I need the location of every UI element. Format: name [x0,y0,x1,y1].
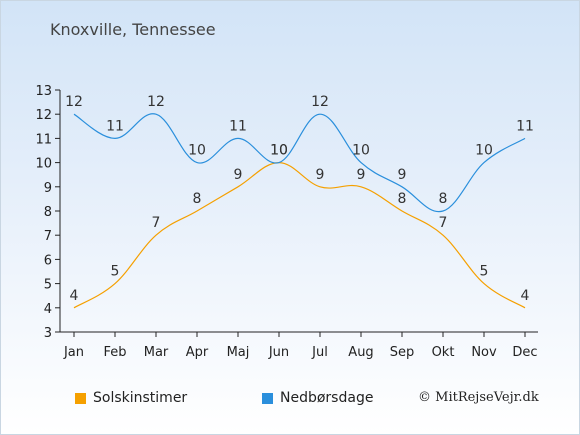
y-tick-label-7: 7 [44,229,52,244]
x-tick-label-mar: Mar [144,345,169,360]
data-label-rain-apr: 10 [188,143,206,159]
y-tick-label-10: 10 [35,157,52,172]
data-label-rain-mar: 12 [147,94,165,110]
x-tick-label-jun: Jun [268,345,289,360]
y-tick-label-13: 13 [35,84,52,99]
data-label-sun-apr: 8 [193,191,202,207]
legend-label-rain: Nedbørsdage [280,390,374,406]
y-tick-label-3: 3 [44,326,52,341]
y-tick-label-6: 6 [44,253,52,268]
copyright: © MitRejseVejr.dk [418,390,539,405]
x-tick-label-feb: Feb [103,345,126,360]
data-label-rain-feb: 11 [106,118,124,134]
data-label-sun-jan: 4 [70,288,79,304]
x-tick-label-apr: Apr [186,345,209,360]
x-tick-label-jan: Jan [63,345,84,360]
legend-swatch-sun [75,392,86,404]
data-label-rain-sep: 9 [398,167,407,183]
series-line-rain [73,113,526,213]
data-label-sun-mar: 7 [152,215,161,231]
data-label-rain-maj: 11 [229,118,247,134]
y-tick-label-11: 11 [35,132,52,147]
y-tick-label-4: 4 [44,302,52,317]
data-label-rain-aug: 10 [352,143,370,159]
series-line-sun [73,161,526,309]
y-tick-label-8: 8 [44,205,52,220]
data-label-sun-jul: 9 [316,167,325,183]
legend-item-sun: Solskinstimer [75,390,187,406]
x-tick-label-maj: Maj [227,345,250,360]
data-label-rain-dec: 11 [516,118,534,134]
data-label-sun-feb: 5 [111,264,120,280]
y-tick-label-12: 12 [35,108,52,123]
data-label-rain-jan: 12 [65,94,83,110]
y-tick-label-9: 9 [44,181,52,196]
data-label-sun-jun: 10 [270,143,288,159]
x-tick-label-jul: Jul [311,345,328,360]
x-tick-label-okt: Okt [432,345,455,360]
x-tick-label-sep: Sep [390,345,415,360]
data-label-rain-nov: 10 [475,143,493,159]
data-label-rain-jul: 12 [311,94,329,110]
data-label-sun-okt: 7 [439,215,448,231]
x-tick-label-nov: Nov [471,345,497,360]
data-label-rain-okt: 8 [439,191,448,207]
y-tick-label-5: 5 [44,278,52,293]
data-label-sun-maj: 9 [234,167,243,183]
data-label-sun-aug: 9 [357,167,366,183]
legend-label-sun: Solskinstimer [93,390,188,406]
data-label-sun-dec: 4 [521,288,530,304]
x-tick-label-dec: Dec [512,345,537,360]
data-label-sun-sep: 8 [398,191,407,207]
page-title: Knoxville, Tennessee [50,20,216,39]
data-label-sun-nov: 5 [480,264,489,280]
legend-swatch-rain [262,392,273,404]
data-label-rain-jun: 10 [270,143,288,159]
x-tick-label-aug: Aug [348,345,373,360]
legend-item-rain: Nedbørsdage [262,390,373,406]
